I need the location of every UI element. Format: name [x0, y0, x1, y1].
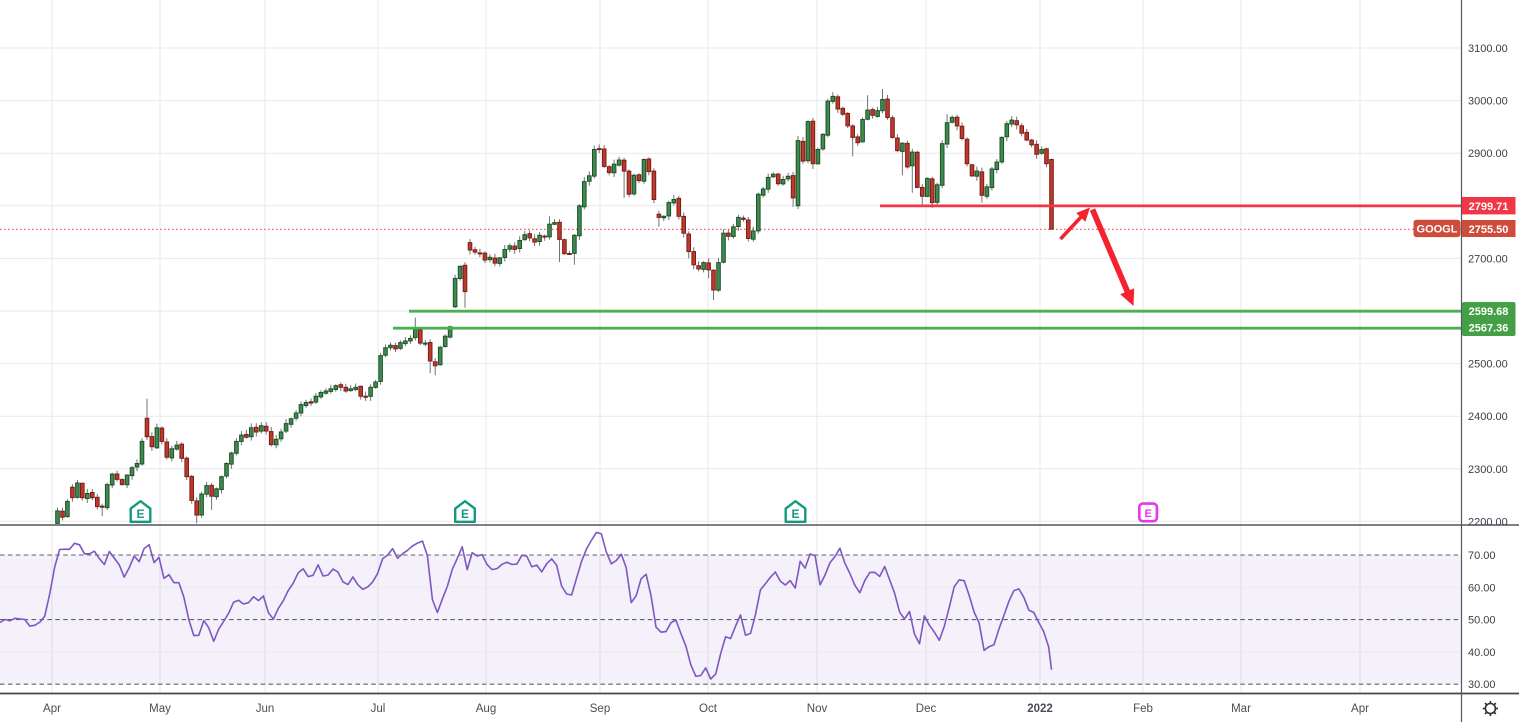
svg-text:2200.00: 2200.00 [1468, 516, 1508, 528]
svg-text:Mar: Mar [1231, 703, 1251, 715]
svg-text:60.00: 60.00 [1468, 582, 1496, 594]
svg-text:40.00: 40.00 [1468, 647, 1496, 659]
svg-text:May: May [149, 703, 171, 715]
svg-text:Apr: Apr [1351, 703, 1369, 715]
svg-text:Apr: Apr [43, 703, 61, 715]
svg-text:2799.71: 2799.71 [1469, 201, 1509, 213]
svg-text:2700.00: 2700.00 [1468, 253, 1508, 265]
svg-text:Sep: Sep [590, 703, 610, 715]
svg-text:E: E [461, 507, 469, 521]
svg-text:Nov: Nov [807, 703, 828, 715]
svg-text:Feb: Feb [1133, 703, 1153, 715]
svg-text:2300.00: 2300.00 [1468, 464, 1508, 476]
svg-text:Oct: Oct [699, 703, 718, 715]
svg-text:70.00: 70.00 [1468, 550, 1496, 562]
svg-text:50.00: 50.00 [1468, 615, 1496, 627]
svg-text:Jun: Jun [256, 703, 275, 715]
svg-text:3100.00: 3100.00 [1468, 43, 1508, 55]
svg-text:2599.68: 2599.68 [1469, 306, 1509, 318]
svg-text:2567.36: 2567.36 [1469, 323, 1509, 335]
svg-text:30.00: 30.00 [1468, 679, 1496, 691]
svg-text:2900.00: 2900.00 [1468, 148, 1508, 160]
svg-text:2755.50: 2755.50 [1469, 224, 1509, 236]
svg-text:Dec: Dec [916, 703, 937, 715]
svg-text:Jul: Jul [371, 703, 386, 715]
svg-text:3000.00: 3000.00 [1468, 96, 1508, 108]
svg-text:2400.00: 2400.00 [1468, 411, 1508, 423]
svg-text:Aug: Aug [476, 703, 496, 715]
svg-text:2022: 2022 [1027, 703, 1053, 715]
svg-text:E: E [136, 507, 144, 521]
svg-text:E: E [1145, 508, 1152, 520]
svg-text:2500.00: 2500.00 [1468, 359, 1508, 371]
svg-text:E: E [791, 507, 799, 521]
svg-text:GOOGL: GOOGL [1417, 224, 1458, 236]
